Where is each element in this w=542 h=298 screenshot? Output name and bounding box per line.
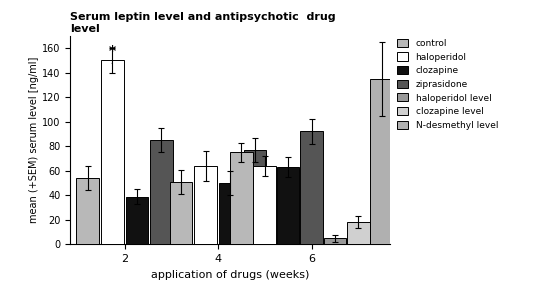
Text: *: * — [109, 44, 116, 58]
Bar — [244, 150, 266, 244]
Bar — [195, 166, 217, 244]
Bar — [219, 183, 242, 244]
Bar — [150, 140, 173, 244]
Bar — [230, 152, 253, 244]
X-axis label: application of drugs (weeks): application of drugs (weeks) — [151, 270, 309, 280]
Legend: control, haloperidol, clozapine, ziprasidone, haloperidol level, clozapine level: control, haloperidol, clozapine, ziprasi… — [395, 36, 501, 133]
Y-axis label: mean (+SEM) serum level [ng/ml]: mean (+SEM) serum level [ng/ml] — [29, 57, 40, 223]
Bar — [126, 196, 148, 244]
Bar — [76, 178, 99, 244]
Bar — [324, 238, 346, 244]
Bar — [347, 222, 370, 244]
Bar — [370, 79, 393, 244]
Bar — [277, 167, 300, 244]
Text: Serum leptin level and antipsychotic  drug
level: Serum leptin level and antipsychotic dru… — [70, 12, 336, 34]
Bar — [254, 166, 276, 244]
Bar — [170, 182, 192, 244]
Bar — [101, 60, 124, 244]
Bar — [300, 131, 323, 244]
